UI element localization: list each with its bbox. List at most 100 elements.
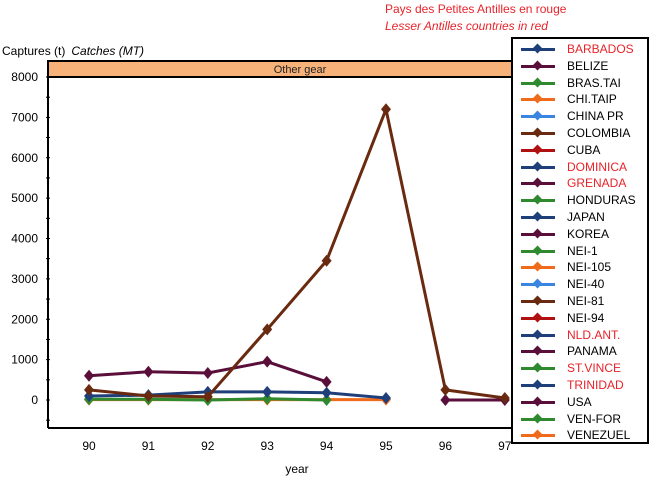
x-tick-label: 93 [261, 439, 275, 453]
x-tick-label: 95 [379, 439, 393, 453]
legend-label: DOMINICA [567, 159, 627, 174]
y-tick-label: 1000 [11, 353, 38, 367]
legend-item-nei-105: NEI-105 [513, 259, 647, 276]
legend-label: CHI.TAIP [567, 92, 617, 107]
y-label-fr: Captures (t) [2, 44, 66, 58]
legend-marker-icon [532, 211, 543, 222]
legend-marker-icon [532, 194, 543, 205]
x-tick-label: 92 [201, 439, 215, 453]
legend-label: NEI-1 [567, 243, 598, 258]
legend-item-dominica: DOMINICA [513, 159, 647, 176]
data-point-colombia [202, 390, 213, 403]
data-point-usa [321, 375, 332, 388]
legend-marker-icon [532, 329, 543, 340]
y-label-en: Catches (MT) [71, 44, 145, 58]
legend-label: BRAS.TAI [567, 75, 621, 90]
legend-label: KOREA [567, 226, 610, 241]
legend-marker-icon [532, 161, 543, 172]
legend-item-nei-1: NEI-1 [513, 243, 647, 260]
legend-item-grenada: GRENADA [513, 175, 647, 192]
legend-label: VEN-FOR [567, 411, 621, 426]
data-point-usa [84, 369, 94, 382]
legend-label: NEI-40 [567, 277, 605, 292]
y-tick-label: 2000 [11, 312, 38, 326]
legend-label: NLD.ANT. [567, 327, 621, 342]
legend-marker-icon [532, 345, 543, 356]
legend-marker-icon [532, 144, 543, 155]
legend-label: CUBA [567, 142, 601, 157]
legend-item-chi-taip: CHI.TAIP [513, 91, 647, 108]
legend-item-nld-ant-: NLD.ANT. [513, 327, 647, 344]
data-point-colombia [84, 383, 94, 396]
data-point-usa [262, 355, 273, 368]
y-tick-label: 0 [31, 393, 38, 407]
legend-item-trinidad: TRINIDAD [513, 377, 647, 394]
legend-item-belize: BELIZE [513, 58, 647, 75]
data-point-usa [202, 366, 213, 379]
y-tick-label: 5000 [11, 191, 38, 205]
legend-label: NEI-81 [567, 294, 605, 308]
data-point-colombia [321, 254, 332, 267]
legend-item-bras-tai: BRAS.TAI [513, 75, 647, 92]
data-point-honduras [321, 394, 332, 406]
data-point-trinidad [381, 391, 391, 404]
legend-marker-icon [532, 60, 543, 71]
legend-marker-icon [532, 127, 543, 138]
y-tick-label: 3000 [11, 272, 38, 286]
legend-marker-icon [532, 261, 543, 272]
legend-label: BELIZE [567, 58, 609, 73]
legend-item-cuba: CUBA [513, 142, 647, 159]
note-french: Pays des Petites Antilles en rouge [385, 2, 567, 16]
legend-label: PANAMA [567, 344, 617, 359]
legend-label: CHINA PR [567, 109, 624, 124]
x-tick-label: 91 [142, 439, 156, 453]
legend-item-ven-for: VEN-FOR [513, 411, 647, 428]
y-tick-label: 4000 [11, 232, 38, 246]
data-point-colombia [143, 389, 154, 402]
legend-marker-icon [532, 396, 543, 407]
data-point-colombia [381, 103, 391, 116]
series-line-colombia [88, 104, 506, 400]
legend-marker-icon [532, 413, 543, 424]
legend-label: VENEZUEL [567, 428, 631, 443]
note-english: Lesser Antilles countries in red [385, 19, 548, 33]
x-tick-label: 96 [439, 439, 453, 453]
legend-marker-icon [532, 110, 543, 121]
legend: BARBADOS BELIZE BRAS.TAI CHI.TAIP CHINA PR CO… [511, 37, 649, 444]
legend-item-barbados: BARBADOS [513, 41, 647, 58]
legend-item-japan: JAPAN [513, 209, 647, 226]
legend-label: ST.VINCE [567, 361, 622, 376]
x-tick-label: 90 [82, 439, 96, 453]
x-tick-label: 94 [320, 439, 334, 453]
legend-item-colombia: COLOMBIA [513, 125, 647, 142]
legend-marker-icon [532, 177, 543, 188]
x-axis-label: year [285, 462, 308, 476]
legend-item-nei-94: NEI-94 [513, 310, 647, 327]
legend-marker-icon [532, 245, 543, 256]
y-tick-label: 8000 [11, 70, 38, 84]
data-point-trinidad [321, 386, 332, 399]
legend-item-usa: USA [513, 394, 647, 411]
legend-item-st-vince: ST.VINCE [513, 360, 647, 377]
legend-label: GRENADA [567, 176, 627, 191]
legend-marker-icon [532, 362, 543, 373]
x-tick-label: 97 [498, 439, 512, 453]
legend-item-panama: PANAMA [513, 343, 647, 360]
legend-label: NEI-105 [567, 260, 612, 275]
data-point-trinidad [262, 385, 273, 398]
y-tick-label: 7000 [11, 110, 38, 124]
legend-label: BARBADOS [567, 42, 634, 56]
legend-label: NEI-94 [567, 310, 605, 325]
data-point-honduras [262, 392, 273, 405]
data-point-colombia [499, 391, 510, 404]
y-axis-label: Captures (t) Catches (MT) [2, 44, 144, 58]
legend-marker-icon [532, 312, 543, 323]
legend-label: JAPAN [567, 210, 605, 224]
legend-marker-icon [532, 379, 543, 390]
legend-item-korea: KOREA [513, 226, 647, 243]
legend-label: USA [567, 394, 592, 409]
legend-item-china-pr: CHINA PR [513, 108, 647, 125]
legend-label: HONDURAS [567, 193, 636, 208]
data-point-usa [440, 394, 451, 406]
